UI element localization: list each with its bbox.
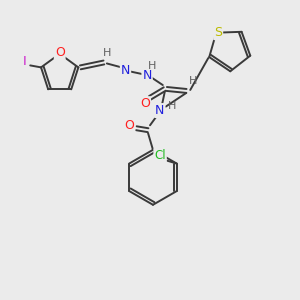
- Text: H: H: [189, 76, 197, 86]
- Text: S: S: [214, 26, 222, 39]
- Text: H: H: [167, 101, 176, 111]
- Text: N: N: [142, 69, 152, 82]
- Text: O: O: [55, 46, 64, 59]
- Text: O: O: [124, 119, 134, 132]
- Text: I: I: [22, 55, 26, 68]
- Text: H: H: [103, 48, 111, 58]
- Text: Cl: Cl: [154, 149, 166, 162]
- Text: N: N: [121, 64, 130, 77]
- Text: O: O: [140, 97, 150, 110]
- Text: N: N: [155, 104, 164, 117]
- Text: H: H: [148, 61, 156, 71]
